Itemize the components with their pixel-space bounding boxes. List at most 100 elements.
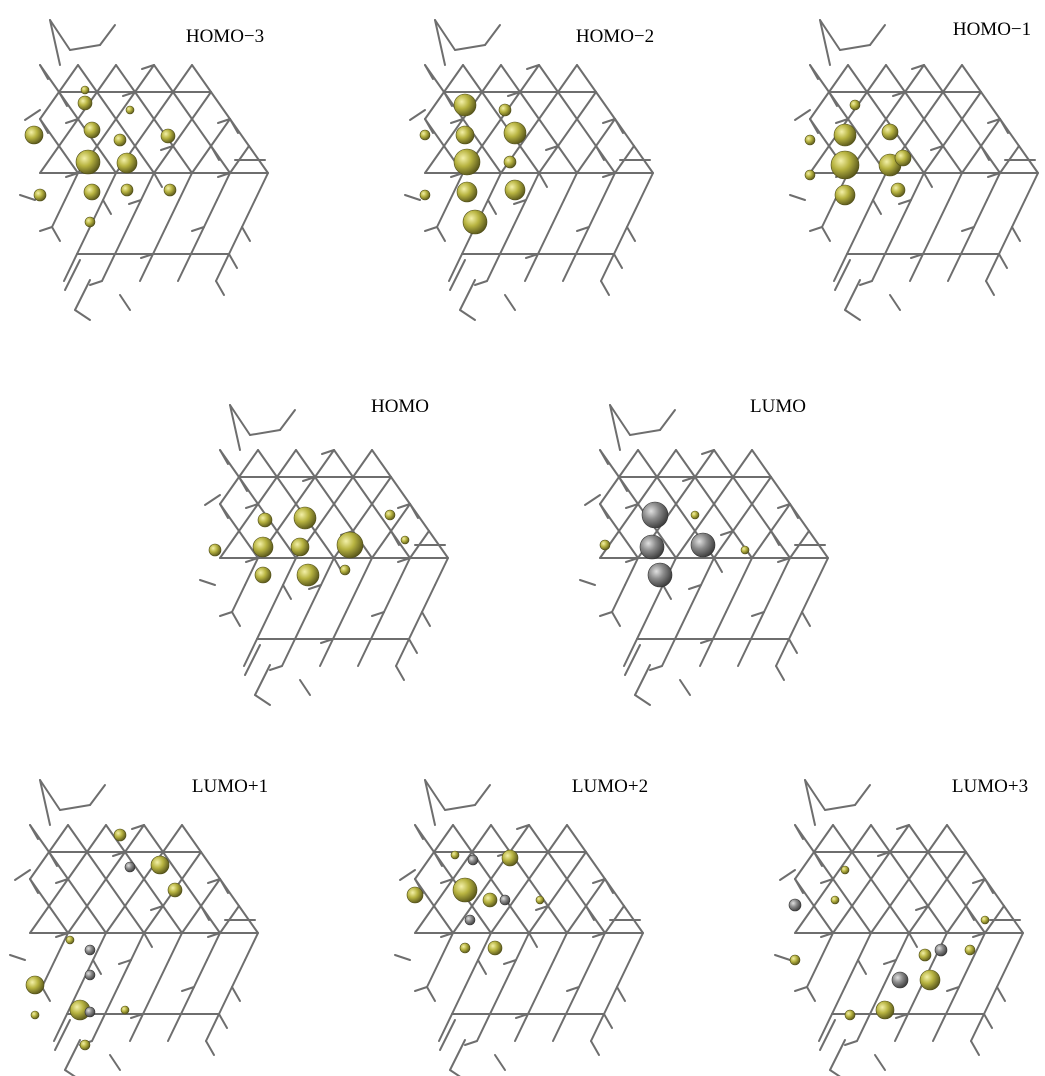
bond: [144, 879, 163, 906]
molecule-framework: [200, 405, 448, 705]
orbital-lobe: [454, 149, 480, 175]
bond: [102, 254, 115, 281]
bond: [999, 227, 1012, 254]
bond: [984, 987, 997, 1014]
bond: [657, 477, 676, 504]
bond: [627, 200, 640, 227]
bond: [194, 960, 207, 987]
bond: [115, 227, 128, 254]
orbital-lobe: [80, 1040, 90, 1050]
bond: [65, 1040, 80, 1070]
bond: [600, 612, 612, 616]
bond: [771, 477, 790, 504]
bond: [909, 933, 917, 947]
page: HOMO−3 HOMO−2 HOMO−1 HOMO LUMO LUMO+1 LU…: [0, 0, 1045, 1076]
bond: [795, 987, 807, 991]
bond: [425, 92, 444, 119]
bond: [40, 227, 52, 231]
bond: [580, 580, 595, 585]
bond: [257, 612, 270, 639]
bond: [890, 879, 909, 906]
bond: [478, 960, 486, 974]
bond: [771, 531, 779, 545]
bond: [847, 227, 860, 254]
orbital-lobe: [209, 544, 221, 556]
orbital-lobe: [168, 883, 182, 897]
bond: [201, 906, 209, 920]
bond: [789, 612, 802, 639]
bond: [415, 987, 427, 991]
orbital-lobe: [691, 533, 715, 557]
bond: [216, 254, 229, 281]
bond: [943, 119, 962, 146]
bond: [206, 1041, 214, 1055]
bond: [959, 960, 972, 987]
bond: [434, 906, 453, 933]
bond: [999, 254, 1007, 268]
bond: [384, 585, 397, 612]
bond: [551, 200, 564, 227]
bond: [601, 254, 614, 281]
bond: [220, 879, 228, 893]
bond: [858, 960, 866, 974]
bond: [372, 450, 391, 477]
bond: [617, 987, 625, 1001]
bond: [255, 695, 270, 705]
molecule-framework: [775, 780, 1023, 1076]
bond: [488, 173, 501, 200]
bond: [258, 450, 277, 477]
bond: [93, 933, 106, 960]
bond: [726, 585, 739, 612]
bond: [554, 933, 567, 960]
bond: [596, 92, 615, 119]
bond: [153, 227, 166, 254]
bond: [409, 639, 417, 653]
bond: [315, 504, 334, 531]
bond: [905, 92, 924, 119]
bond: [505, 295, 515, 310]
orbital-lobe: [164, 184, 176, 196]
bond: [106, 906, 125, 933]
orbital-lobe: [805, 135, 815, 145]
bond: [59, 92, 67, 106]
bond: [833, 825, 852, 852]
orbital-lobes: [789, 866, 989, 1020]
bond: [97, 92, 116, 119]
bond: [270, 666, 282, 670]
bond: [855, 785, 870, 805]
bond: [156, 960, 169, 987]
bond: [282, 639, 295, 666]
orbital-lobe: [876, 1001, 894, 1019]
bond: [640, 173, 653, 200]
bond: [396, 666, 404, 680]
bond: [410, 504, 418, 518]
panel-label: HOMO−3: [186, 26, 264, 47]
orbital-lobe: [114, 829, 126, 841]
bond: [845, 1041, 857, 1045]
bond: [928, 852, 947, 879]
bond: [714, 477, 733, 504]
bond: [135, 119, 154, 146]
bond: [558, 92, 577, 119]
bond: [70, 45, 100, 50]
bond: [541, 960, 554, 987]
bond: [10, 955, 25, 960]
bond: [638, 477, 657, 504]
orbital-lobe: [85, 970, 95, 980]
bond: [220, 612, 232, 616]
bond: [205, 495, 220, 505]
bond: [601, 281, 609, 295]
bond: [444, 92, 452, 106]
bond: [860, 281, 872, 285]
bond: [943, 146, 962, 173]
bond: [242, 200, 255, 227]
bond: [445, 805, 475, 810]
bond: [814, 825, 833, 852]
bond: [200, 580, 215, 585]
bond: [795, 110, 810, 120]
panel-label: LUMO: [750, 396, 806, 417]
bond: [701, 558, 714, 585]
bond: [30, 879, 38, 893]
bond: [871, 906, 890, 933]
bond: [589, 200, 602, 227]
